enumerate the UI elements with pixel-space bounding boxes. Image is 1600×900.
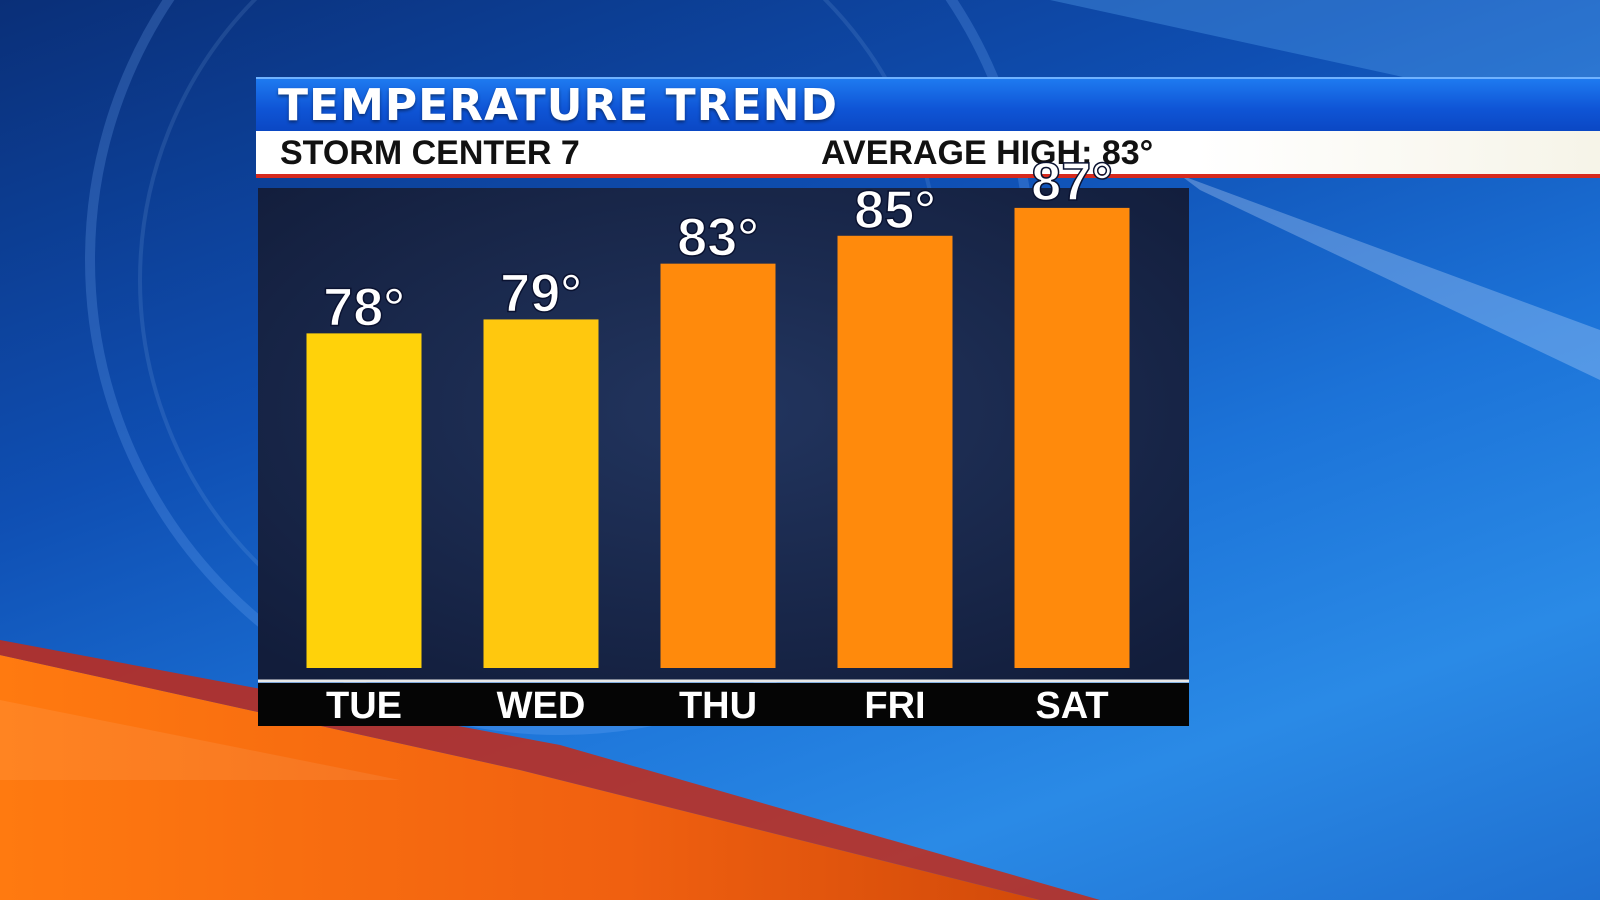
bar-sat — [1014, 207, 1130, 668]
bar-fri — [837, 235, 953, 668]
category-label: SAT — [1035, 685, 1108, 727]
category-label: THU — [679, 685, 757, 727]
value-label: 85° — [854, 180, 936, 240]
subtitle-bar: STORM CENTER 7 AVERAGE HIGH: 83° — [256, 131, 1600, 178]
average-high: AVERAGE HIGH: 83° — [821, 134, 1154, 172]
category-label: WED — [497, 685, 586, 727]
category-band — [258, 683, 1189, 726]
bar-thu — [660, 263, 776, 668]
chart-title: TEMPERATURE TREND — [278, 80, 838, 131]
title-bar: TEMPERATURE TREND — [256, 77, 1600, 133]
value-label: 79° — [500, 263, 582, 323]
category-label: FRI — [864, 685, 925, 727]
category-label: TUE — [326, 685, 402, 727]
bar-wed — [483, 319, 599, 668]
station-name: STORM CENTER 7 — [280, 134, 580, 172]
value-label: 78° — [323, 277, 405, 337]
value-label: 87° — [1031, 152, 1113, 212]
bar-tue — [306, 333, 422, 668]
value-label: 83° — [677, 208, 759, 268]
